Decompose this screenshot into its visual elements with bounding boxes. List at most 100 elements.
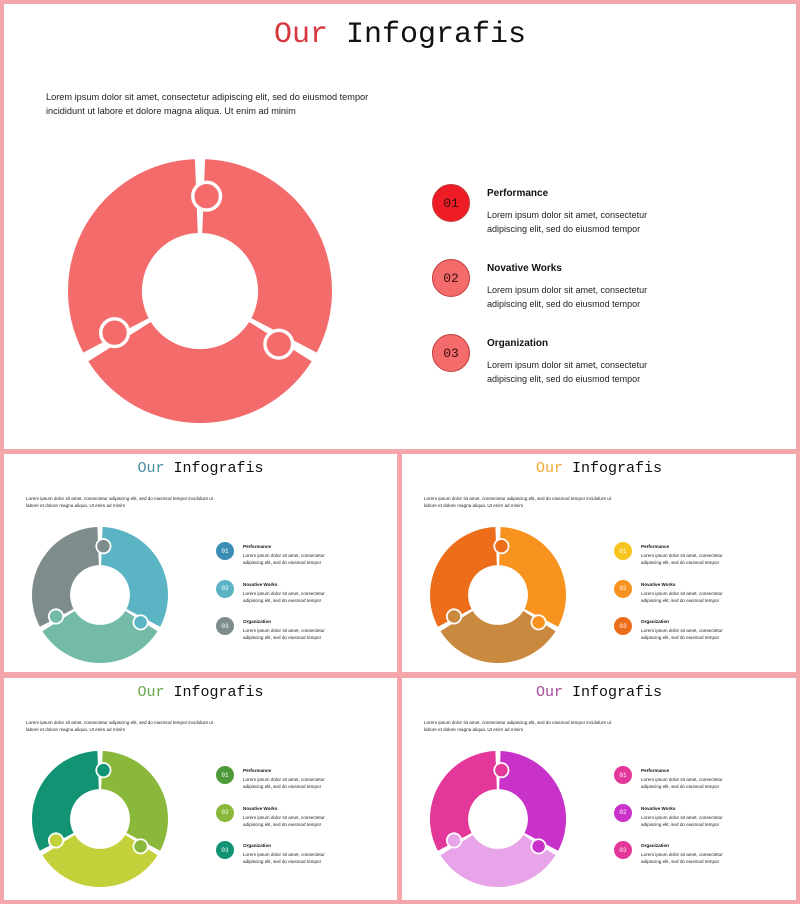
number-badge: 02 xyxy=(216,803,234,822)
slide-description: Lorem ipsum dolor sit amet, consectetur … xyxy=(26,720,213,733)
item-text: Lorem ipsum dolor sit amet, consectetur … xyxy=(487,360,648,384)
item-title: Novative Works xyxy=(641,805,676,811)
number-badge: 03 xyxy=(614,617,632,635)
number-badge: 01 xyxy=(614,542,632,560)
puzzle-segment-2 xyxy=(440,834,556,887)
item-title: Performance xyxy=(243,768,272,773)
puzzle-tab xyxy=(530,838,547,855)
puzzle-segment-2 xyxy=(42,610,158,663)
title-accent: Our xyxy=(137,460,165,477)
item-text: Lorem ipsum dolor sit amet, consectetur … xyxy=(641,814,723,827)
title-rest: Infografis xyxy=(164,684,264,701)
item-title: Organization xyxy=(243,619,272,624)
item-title: Novative Works xyxy=(243,581,278,587)
puzzle-donut xyxy=(68,159,332,423)
puzzle-segment-3 xyxy=(68,159,198,353)
title-accent: Our xyxy=(137,684,165,701)
item-title: Performance xyxy=(641,768,670,773)
puzzle-tab xyxy=(132,614,149,631)
item-text: Lorem ipsum dolor sit amet, consectetur … xyxy=(641,590,723,603)
item-text: Lorem ipsum dolor sit amet, consectetur … xyxy=(641,553,723,566)
puzzle-segment-3 xyxy=(32,751,99,851)
slide-title: Our Infografis xyxy=(4,460,397,477)
puzzle-tab xyxy=(95,762,112,779)
slide-blue: Our Infografis Lorem ipsum dolor sit ame… xyxy=(4,454,397,672)
puzzle-segment-2 xyxy=(440,610,556,663)
puzzle-tab xyxy=(493,762,510,779)
item-title: Organization xyxy=(641,843,670,848)
puzzle-segment-1 xyxy=(499,527,566,627)
puzzle-tab xyxy=(132,838,149,855)
puzzle-segment-3 xyxy=(32,527,99,627)
title-rest: Infografis xyxy=(562,684,663,701)
item-title: Performance xyxy=(641,544,670,549)
number-badge: 02 xyxy=(216,579,234,598)
item-text: Lorem ipsum dolor sit amet, consectetur … xyxy=(243,777,325,790)
slide-title: Our Infografis xyxy=(4,684,397,701)
number-badge: 03 xyxy=(432,334,470,372)
puzzle-segment-1 xyxy=(101,751,168,851)
puzzle-segment-3 xyxy=(430,751,497,851)
puzzle-donut xyxy=(430,751,566,887)
title-accent: Our xyxy=(535,460,563,477)
slide-title: Our Infografis xyxy=(402,684,796,701)
item-title: Organization xyxy=(243,843,272,848)
puzzle-segment-3 xyxy=(430,527,497,627)
item-title: Novative Works xyxy=(487,263,562,274)
puzzle-tab xyxy=(445,608,463,625)
number-badge: 01 xyxy=(614,766,632,784)
slide-orange: Our Infografis Lorem ipsum dolor sit ame… xyxy=(402,454,796,672)
puzzle-segment-1 xyxy=(499,751,566,851)
number-badge: 01 xyxy=(216,542,234,560)
item-title: Novative Works xyxy=(641,581,676,587)
title-rest: Infografis xyxy=(164,460,264,477)
puzzle-donut xyxy=(32,751,168,887)
item-text: Lorem ipsum dolor sit amet, consectetur … xyxy=(243,628,325,641)
puzzle-tab xyxy=(263,328,295,360)
number-badge: 01 xyxy=(432,184,470,222)
item-title: Performance xyxy=(243,544,272,549)
puzzle-segment-2 xyxy=(42,834,158,887)
number-badge: 01 xyxy=(216,766,234,784)
puzzle-donut xyxy=(430,527,566,663)
puzzle-tab xyxy=(99,317,131,349)
item-title: Organization xyxy=(641,619,670,624)
item-text: Lorem ipsum dolor sit amet, consectetur … xyxy=(243,852,325,865)
puzzle-tab xyxy=(445,832,463,849)
puzzle-donut xyxy=(32,527,168,663)
title-rest: Infografis xyxy=(562,460,663,477)
item-text: Lorem ipsum dolor sit amet, consectetur … xyxy=(487,285,648,309)
item-title: Novative Works xyxy=(243,805,278,811)
slide-title: Our Infografis xyxy=(402,460,796,477)
number-badge: 03 xyxy=(216,617,234,635)
number-badge: 02 xyxy=(614,579,632,598)
number-badge: 03 xyxy=(614,841,632,859)
item-text: Lorem ipsum dolor sit amet, consectetur … xyxy=(641,777,723,790)
title-rest: Infografis xyxy=(327,18,527,52)
slide-green: Our Infografis Lorem ipsum dolor sit ame… xyxy=(4,678,397,900)
puzzle-tab xyxy=(47,832,65,849)
item-text: Lorem ipsum dolor sit amet, consectetur … xyxy=(641,628,723,641)
item-text: Lorem ipsum dolor sit amet, consectetur … xyxy=(243,590,325,603)
number-badge: 02 xyxy=(432,259,470,297)
slide-title: Our Infografis xyxy=(4,18,796,52)
slide-description: Lorem ipsum dolor sit amet, consectetur … xyxy=(26,496,213,509)
item-text: Lorem ipsum dolor sit amet, consectetur … xyxy=(487,210,648,234)
slide-description: Lorem ipsum dolor sit amet, consectetur … xyxy=(424,496,611,509)
slide-main: Our Infografis Lorem ipsum dolor sit ame… xyxy=(4,4,796,449)
item-text: Lorem ipsum dolor sit amet, consectetur … xyxy=(243,814,325,827)
slide-description: Lorem ipsum dolor sit amet, consectetur … xyxy=(424,720,611,733)
number-badge: 02 xyxy=(614,803,632,822)
puzzle-segment-2 xyxy=(88,321,312,423)
item-text: Lorem ipsum dolor sit amet, consectetur … xyxy=(641,852,723,865)
puzzle-tab xyxy=(191,180,223,212)
slide-magenta: Our Infografis Lorem ipsum dolor sit ame… xyxy=(402,678,796,900)
item-text: Lorem ipsum dolor sit amet, consectetur … xyxy=(243,553,325,566)
puzzle-segment-1 xyxy=(101,527,168,627)
item-title: Performance xyxy=(487,188,549,199)
slide-description: Lorem ipsum dolor sit amet, consectetur … xyxy=(46,92,369,117)
number-badge: 03 xyxy=(216,841,234,859)
item-title: Organization xyxy=(487,338,549,349)
puzzle-segment-1 xyxy=(202,159,332,353)
puzzle-tab xyxy=(95,538,112,555)
